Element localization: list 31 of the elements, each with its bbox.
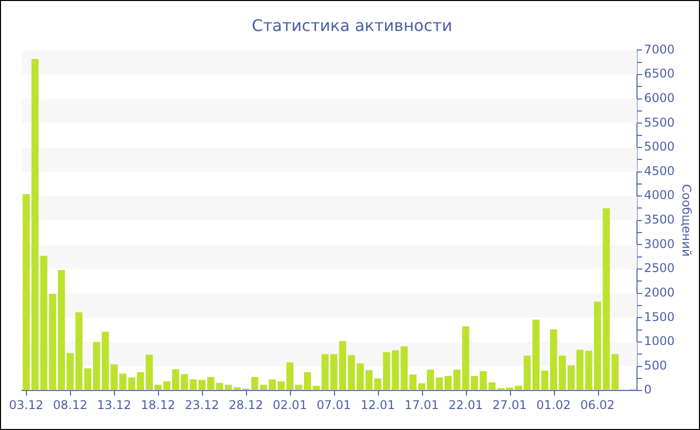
x-tick-label: 23.12	[184, 398, 220, 412]
y-tick-label: 5000	[644, 140, 675, 154]
y-tick-label: 1500	[644, 310, 675, 324]
x-tick-label: 02.01	[272, 398, 308, 412]
y-tick-label: 5500	[644, 115, 675, 130]
x-tick-label: 12.01	[360, 398, 395, 412]
y-tick-label: 6000	[644, 90, 675, 105]
x-tick-label: 07.01	[316, 398, 352, 412]
y-tick-label: 2500	[644, 261, 675, 276]
y-axis-title: Сообщений	[680, 184, 694, 257]
y-tick-label: 0	[644, 382, 652, 397]
x-tick-label: 28.12	[228, 398, 264, 412]
y-tick-label: 4000	[644, 188, 675, 202]
chart-title: Статистика активности	[252, 16, 452, 35]
x-tick-label: 27.01	[492, 398, 527, 412]
y-tick-label: 3500	[644, 212, 675, 227]
x-tick-label: 06.02	[580, 398, 615, 412]
y-tick-label: 500	[644, 358, 667, 372]
x-tick-label: 13.12	[96, 398, 132, 412]
y-tick-label: 3000	[644, 236, 675, 251]
y-tick-label: 7000	[644, 42, 675, 56]
y-tick-label: 1000	[644, 334, 675, 348]
x-tick-label: 18.12	[140, 398, 176, 412]
x-tick-label: 03.12	[9, 398, 44, 412]
x-tick-label: 08.12	[53, 398, 88, 412]
x-tick-label: 22.01	[448, 398, 483, 412]
y-tick-label: 6500	[644, 66, 675, 81]
y-tick-label: 4500	[644, 164, 675, 178]
x-tick-label: 01.02	[536, 398, 571, 412]
x-tick-label: 17.01	[404, 398, 439, 412]
y-tick-label: 2000	[644, 285, 675, 300]
